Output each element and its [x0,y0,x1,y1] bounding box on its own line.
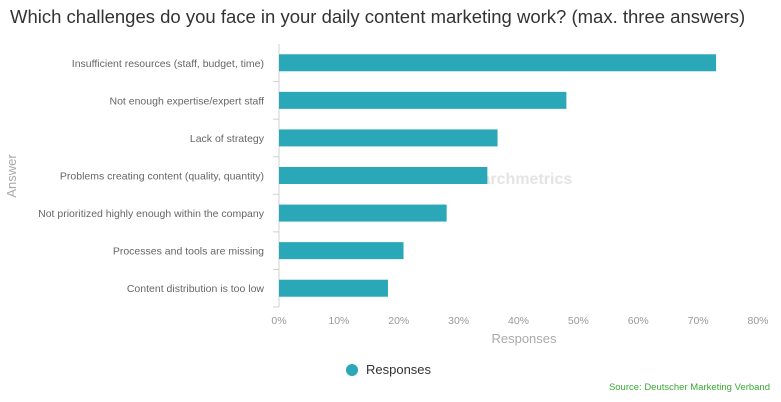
chart-title: Which challenges do you face in your dai… [10,6,746,27]
bar[interactable] [279,279,388,297]
bar[interactable] [279,204,447,222]
x-tick-label: 10% [328,315,349,327]
x-tick-label: 0% [271,315,286,327]
source-credit: Source: Deutscher Marketing Verband [608,382,770,393]
x-tick-label: 20% [388,315,409,327]
x-tick-label: 30% [448,315,469,327]
x-tick-label: 40% [508,315,529,327]
bar[interactable] [279,167,488,184]
category-label: Content distribution is too low [127,283,265,295]
category-label: Problems creating content (quality, quan… [60,171,264,183]
category-label: Insufficient resources (staff, budget, t… [72,58,264,70]
watermark-text: searchmetrics [464,171,573,188]
bar[interactable] [279,91,567,109]
x-axis-title: Responses [491,331,557,346]
bar[interactable] [279,129,498,147]
category-label: Not enough expertise/expert staff [110,95,265,107]
y-axis-title: Answer [4,154,19,198]
bar[interactable] [279,54,717,72]
category-label: Processes and tools are missing [113,246,264,258]
legend-label: Responses [366,362,432,377]
x-tick-label: 60% [628,315,649,327]
category-label: Lack of strategy [190,133,265,145]
legend[interactable]: Responses [346,362,431,377]
x-tick-label: 50% [568,315,589,327]
bar[interactable] [279,242,404,260]
x-tick-label: 80% [747,315,768,327]
x-tick-label: 70% [688,315,709,327]
legend-swatch [346,363,358,376]
category-label: Not prioritized highly enough within the… [38,208,265,220]
